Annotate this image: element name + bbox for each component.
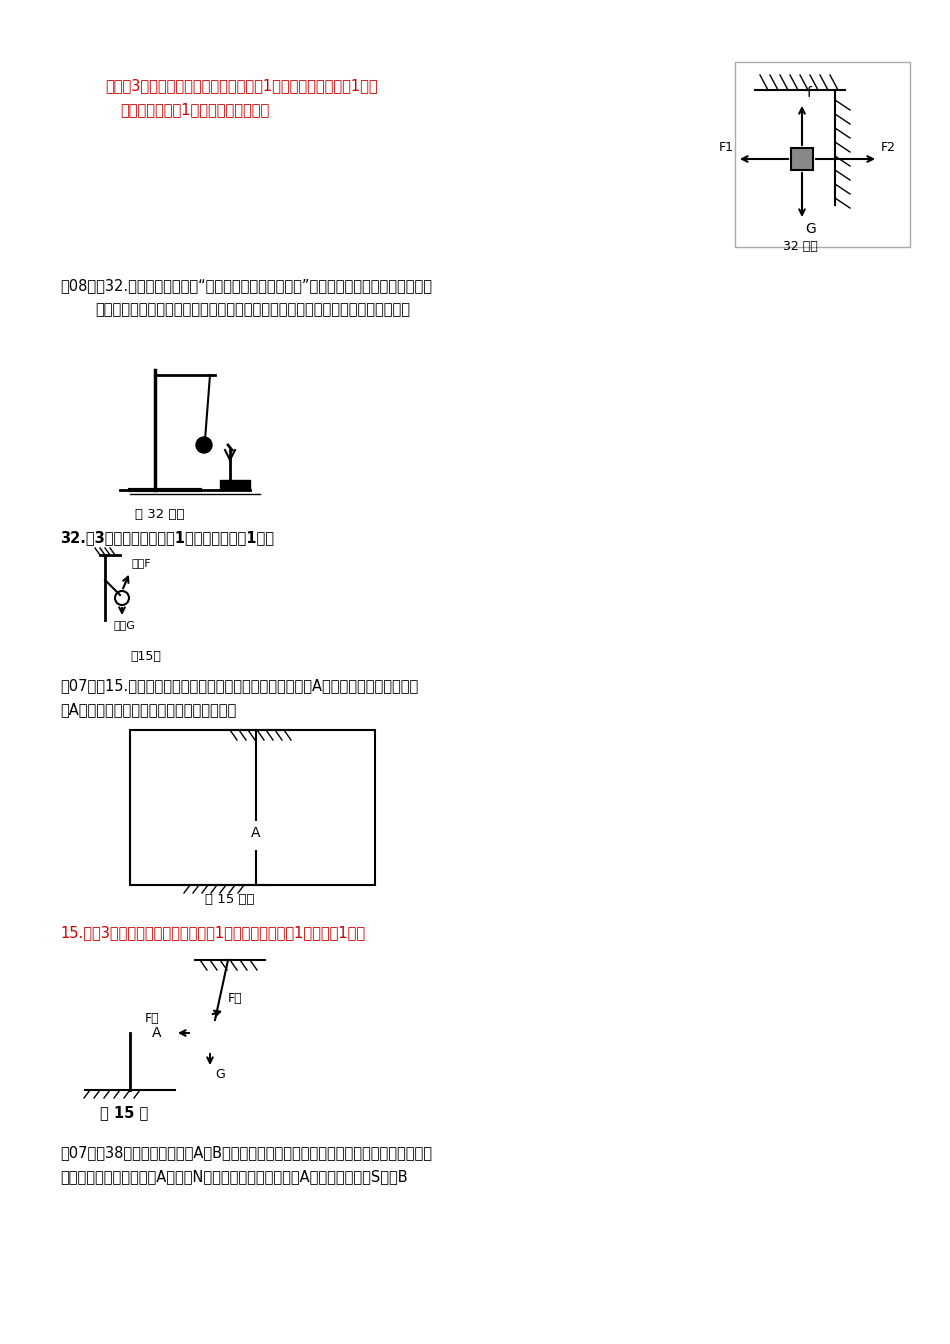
Text: 笯 15 题: 笯 15 题 — [100, 1105, 148, 1120]
Text: 错画一个力，扠1分，直到扣完为止）: 错画一个力，扠1分，直到扣完为止） — [120, 102, 269, 117]
Text: F1: F1 — [719, 141, 734, 155]
Bar — [735, 62, 910, 247]
Text: 截面图，图中已经标出了A滑环的N极，请你分别在乙图中的A滑环上标出磁极S，在B: 截面图，图中已经标出了A滑环的N极，请你分别在乙图中的A滑环上标出磁极S，在B — [60, 1169, 408, 1184]
Text: f: f — [807, 86, 812, 99]
Circle shape — [238, 814, 274, 851]
Circle shape — [139, 1015, 175, 1051]
Bar — [220, 480, 250, 491]
Text: A: A — [152, 1025, 162, 1040]
Text: 质小球，敏击音叉，发现轻质小球被弹开。作出图中轻质小球此时的受力示意图。: 质小球，敏击音叉，发现轻质小球被弹开。作出图中轻质小球此时的受力示意图。 — [95, 302, 410, 317]
Text: 32 题图: 32 题图 — [783, 241, 817, 253]
Text: 体A等高且不接触。请画出小球受力示意图。: 体A等高且不接触。请画出小球受力示意图。 — [60, 702, 237, 716]
Circle shape — [192, 1015, 228, 1051]
Text: 重力G: 重力G — [113, 620, 135, 630]
Bar — [130, 730, 375, 884]
Bar — [791, 148, 813, 169]
Text: （08调）32.如图所示，在探究“声音是由物体振动产生的”实验中，将音又紧靠悬线下的轻: （08调）32.如图所示，在探究“声音是由物体振动产生的”实验中，将音又紧靠悬线… — [60, 278, 432, 293]
Text: A: A — [251, 827, 260, 840]
Text: 笥15题: 笥15题 — [130, 650, 161, 663]
Text: F拉: F拉 — [228, 992, 242, 1005]
Circle shape — [196, 437, 212, 453]
Text: 32.（3分）重力、拉力各1分，方向正确给1分。: 32.（3分）重力、拉力各1分，方向正确给1分。 — [60, 530, 274, 546]
Text: G: G — [805, 222, 816, 237]
Text: （07中）15.一根绳子系着一个泡漸小球，悬挂在一个带电体A右边，小球静止时与带电: （07中）15.一根绳子系着一个泡漸小球，悬挂在一个带电体A右边，小球静止时与带… — [60, 677, 418, 694]
Text: 15.　（3分）如图所示（小球状态了1分，重力、拉力共1分，引力1分）: 15. （3分）如图所示（小球状态了1分，重力、拉力共1分，引力1分） — [60, 925, 365, 939]
Text: 第 32 题图: 第 32 题图 — [135, 508, 184, 521]
Text: G: G — [215, 1068, 225, 1081]
Text: 第 15 题图: 第 15 题图 — [205, 892, 255, 906]
Text: 拉力F: 拉力F — [132, 558, 152, 569]
Text: F2: F2 — [881, 141, 896, 155]
Text: （07调）38．如图甲所示的是A、B两个磁滑环套在玻璃管上研究磁悬浮的装置，乙是它的: （07调）38．如图甲所示的是A、B两个磁滑环套在玻璃管上研究磁悬浮的装置，乙是… — [60, 1145, 432, 1160]
Text: 解：（3分）如图所示（重力、吸引力共1分，摩擦力和弹力各1分，: 解：（3分）如图所示（重力、吸引力共1分，摩擦力和弹力各1分， — [105, 78, 377, 93]
Text: F引: F引 — [145, 1012, 160, 1025]
